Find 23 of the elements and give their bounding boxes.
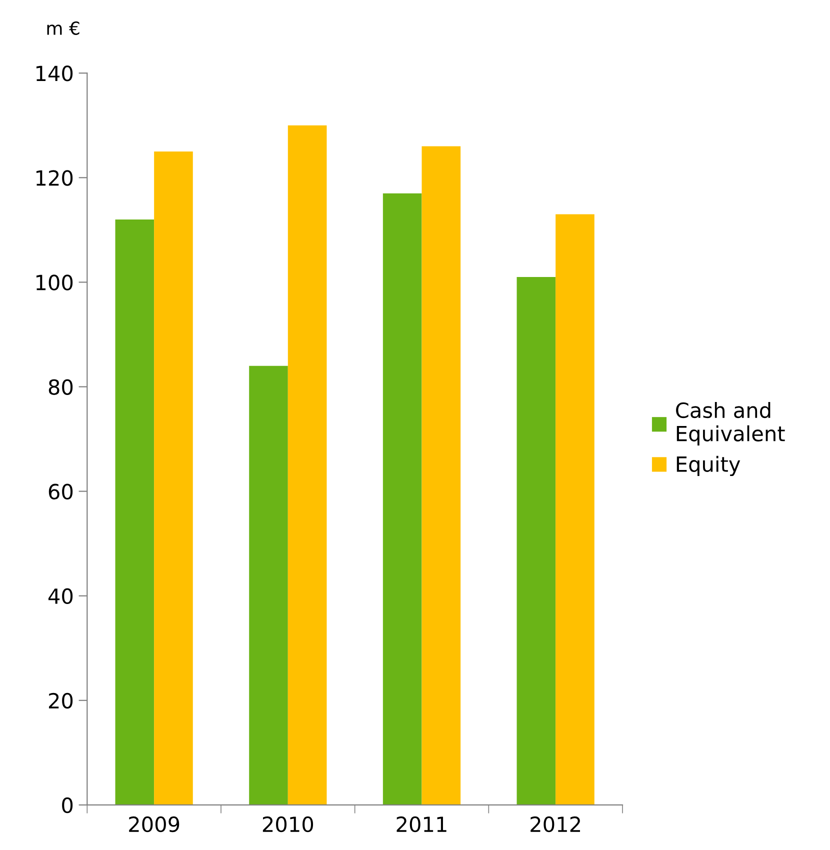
legend-label: Equity (676, 456, 740, 476)
bar (154, 152, 193, 805)
y-tick-label: 120 (36, 170, 73, 186)
x-tick-label: 2011 (396, 816, 446, 832)
y-tick-label: 100 (36, 274, 73, 290)
bar (249, 366, 288, 805)
x-tick-label: 2010 (262, 816, 314, 832)
legend-label: Cash and Equivalent (676, 402, 785, 446)
bar (556, 214, 594, 805)
y-tick-label: 60 (48, 484, 73, 500)
y-tick-label: 20 (48, 692, 73, 709)
bar (382, 193, 422, 805)
bar (422, 146, 461, 805)
y-tick-label: 0 (62, 797, 73, 814)
y-tick-label: 80 (48, 379, 73, 395)
y-tick-label: 40 (48, 588, 73, 604)
y-axis-title: m € (47, 21, 80, 35)
x-tick-label: 2009 (129, 816, 180, 832)
bar (288, 125, 327, 805)
bar (516, 276, 556, 805)
x-tick-label: 2012 (530, 816, 580, 832)
y-tick-label: 140 (36, 66, 73, 82)
bar (115, 219, 154, 805)
